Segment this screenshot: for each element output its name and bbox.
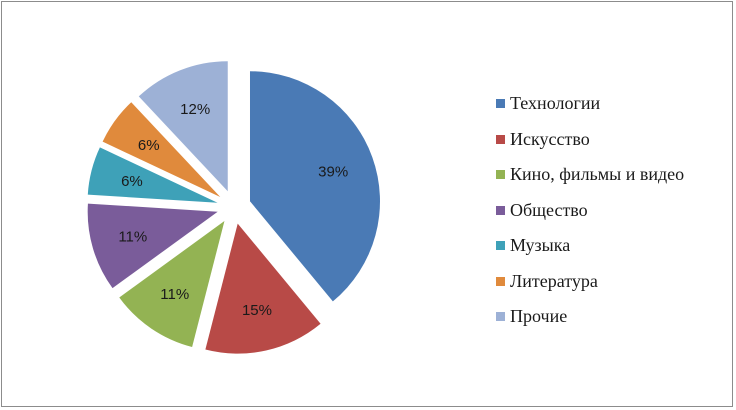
legend-swatch <box>496 99 505 109</box>
slice-value-label: 15% <box>242 302 272 319</box>
pie-slice-2 <box>119 221 225 347</box>
slice-value-label: 6% <box>138 137 160 154</box>
slice-value-label: 6% <box>121 173 143 190</box>
pie-slice-1 <box>205 223 321 354</box>
legend-label: Прочие <box>510 306 568 327</box>
pie-slice-5 <box>102 102 221 198</box>
pie-slice-0 <box>249 71 380 302</box>
legend-label: Технологии <box>510 93 601 114</box>
pie-slice-4 <box>87 147 218 203</box>
slice-value-label: 12% <box>180 101 210 118</box>
legend-item: Кино, фильмы и видео <box>496 157 684 193</box>
legend-swatch <box>496 170 505 180</box>
legend-label: Общество <box>510 199 588 220</box>
legend-label: Кино, фильмы и видео <box>510 164 685 185</box>
legend-item: Технологии <box>496 86 684 122</box>
legend-item: Литература <box>496 264 684 300</box>
legend-label: Музыка <box>510 235 571 256</box>
legend-swatch <box>496 276 505 286</box>
pie-slice-6 <box>138 61 228 192</box>
legend-label: Литература <box>510 270 598 291</box>
legend-swatch <box>496 134 505 144</box>
legend-swatch <box>496 205 505 215</box>
pie-slice-3 <box>87 203 218 289</box>
legend-item: Прочие <box>496 299 684 335</box>
slice-value-label: 39% <box>318 163 348 180</box>
legend-item: Общество <box>496 193 684 229</box>
legend-item: Музыка <box>496 228 684 264</box>
legend-label: Искусство <box>510 128 590 149</box>
chart-legend: Технологии Искусство Кино, фильмы и видео О… <box>496 86 684 335</box>
legend-item: Искусство <box>496 122 684 158</box>
legend-swatch <box>496 241 505 251</box>
slice-value-label: 11% <box>118 228 147 245</box>
slice-value-label: 11% <box>160 286 189 303</box>
legend-swatch <box>496 312 505 322</box>
